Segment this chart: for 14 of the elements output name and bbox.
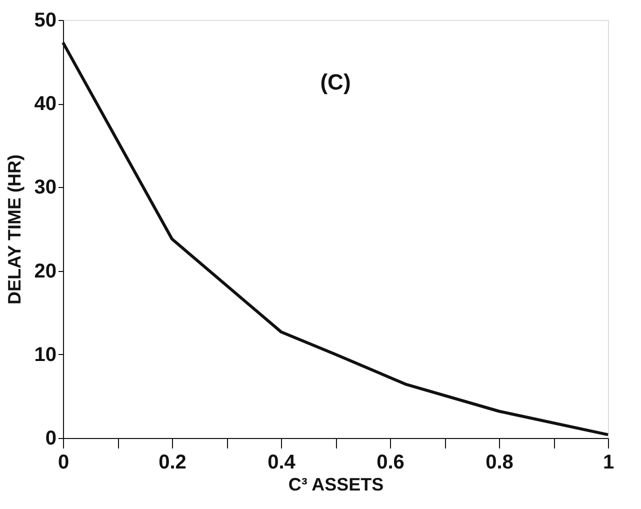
y-tick-label: 50: [34, 10, 56, 32]
x-tick-label: 0.2: [158, 452, 186, 474]
x-tick-label: 0.6: [376, 452, 404, 474]
x-tick-label: 0.8: [486, 452, 514, 474]
y-tick-label: 30: [34, 176, 56, 199]
x-tick-label: 0.4: [268, 452, 296, 474]
x-tick-label: 1: [602, 452, 614, 474]
x-axis-title: C³ ASSETS: [288, 474, 384, 494]
y-axis-title: DELAY TIME (HR): [4, 154, 24, 305]
y-tick-label: 40: [34, 93, 56, 116]
annotation: (C): [320, 70, 351, 95]
y-tick-label: 10: [34, 344, 56, 366]
y-tick-label: 20: [34, 260, 56, 282]
y-tick-label: 0: [45, 428, 56, 450]
